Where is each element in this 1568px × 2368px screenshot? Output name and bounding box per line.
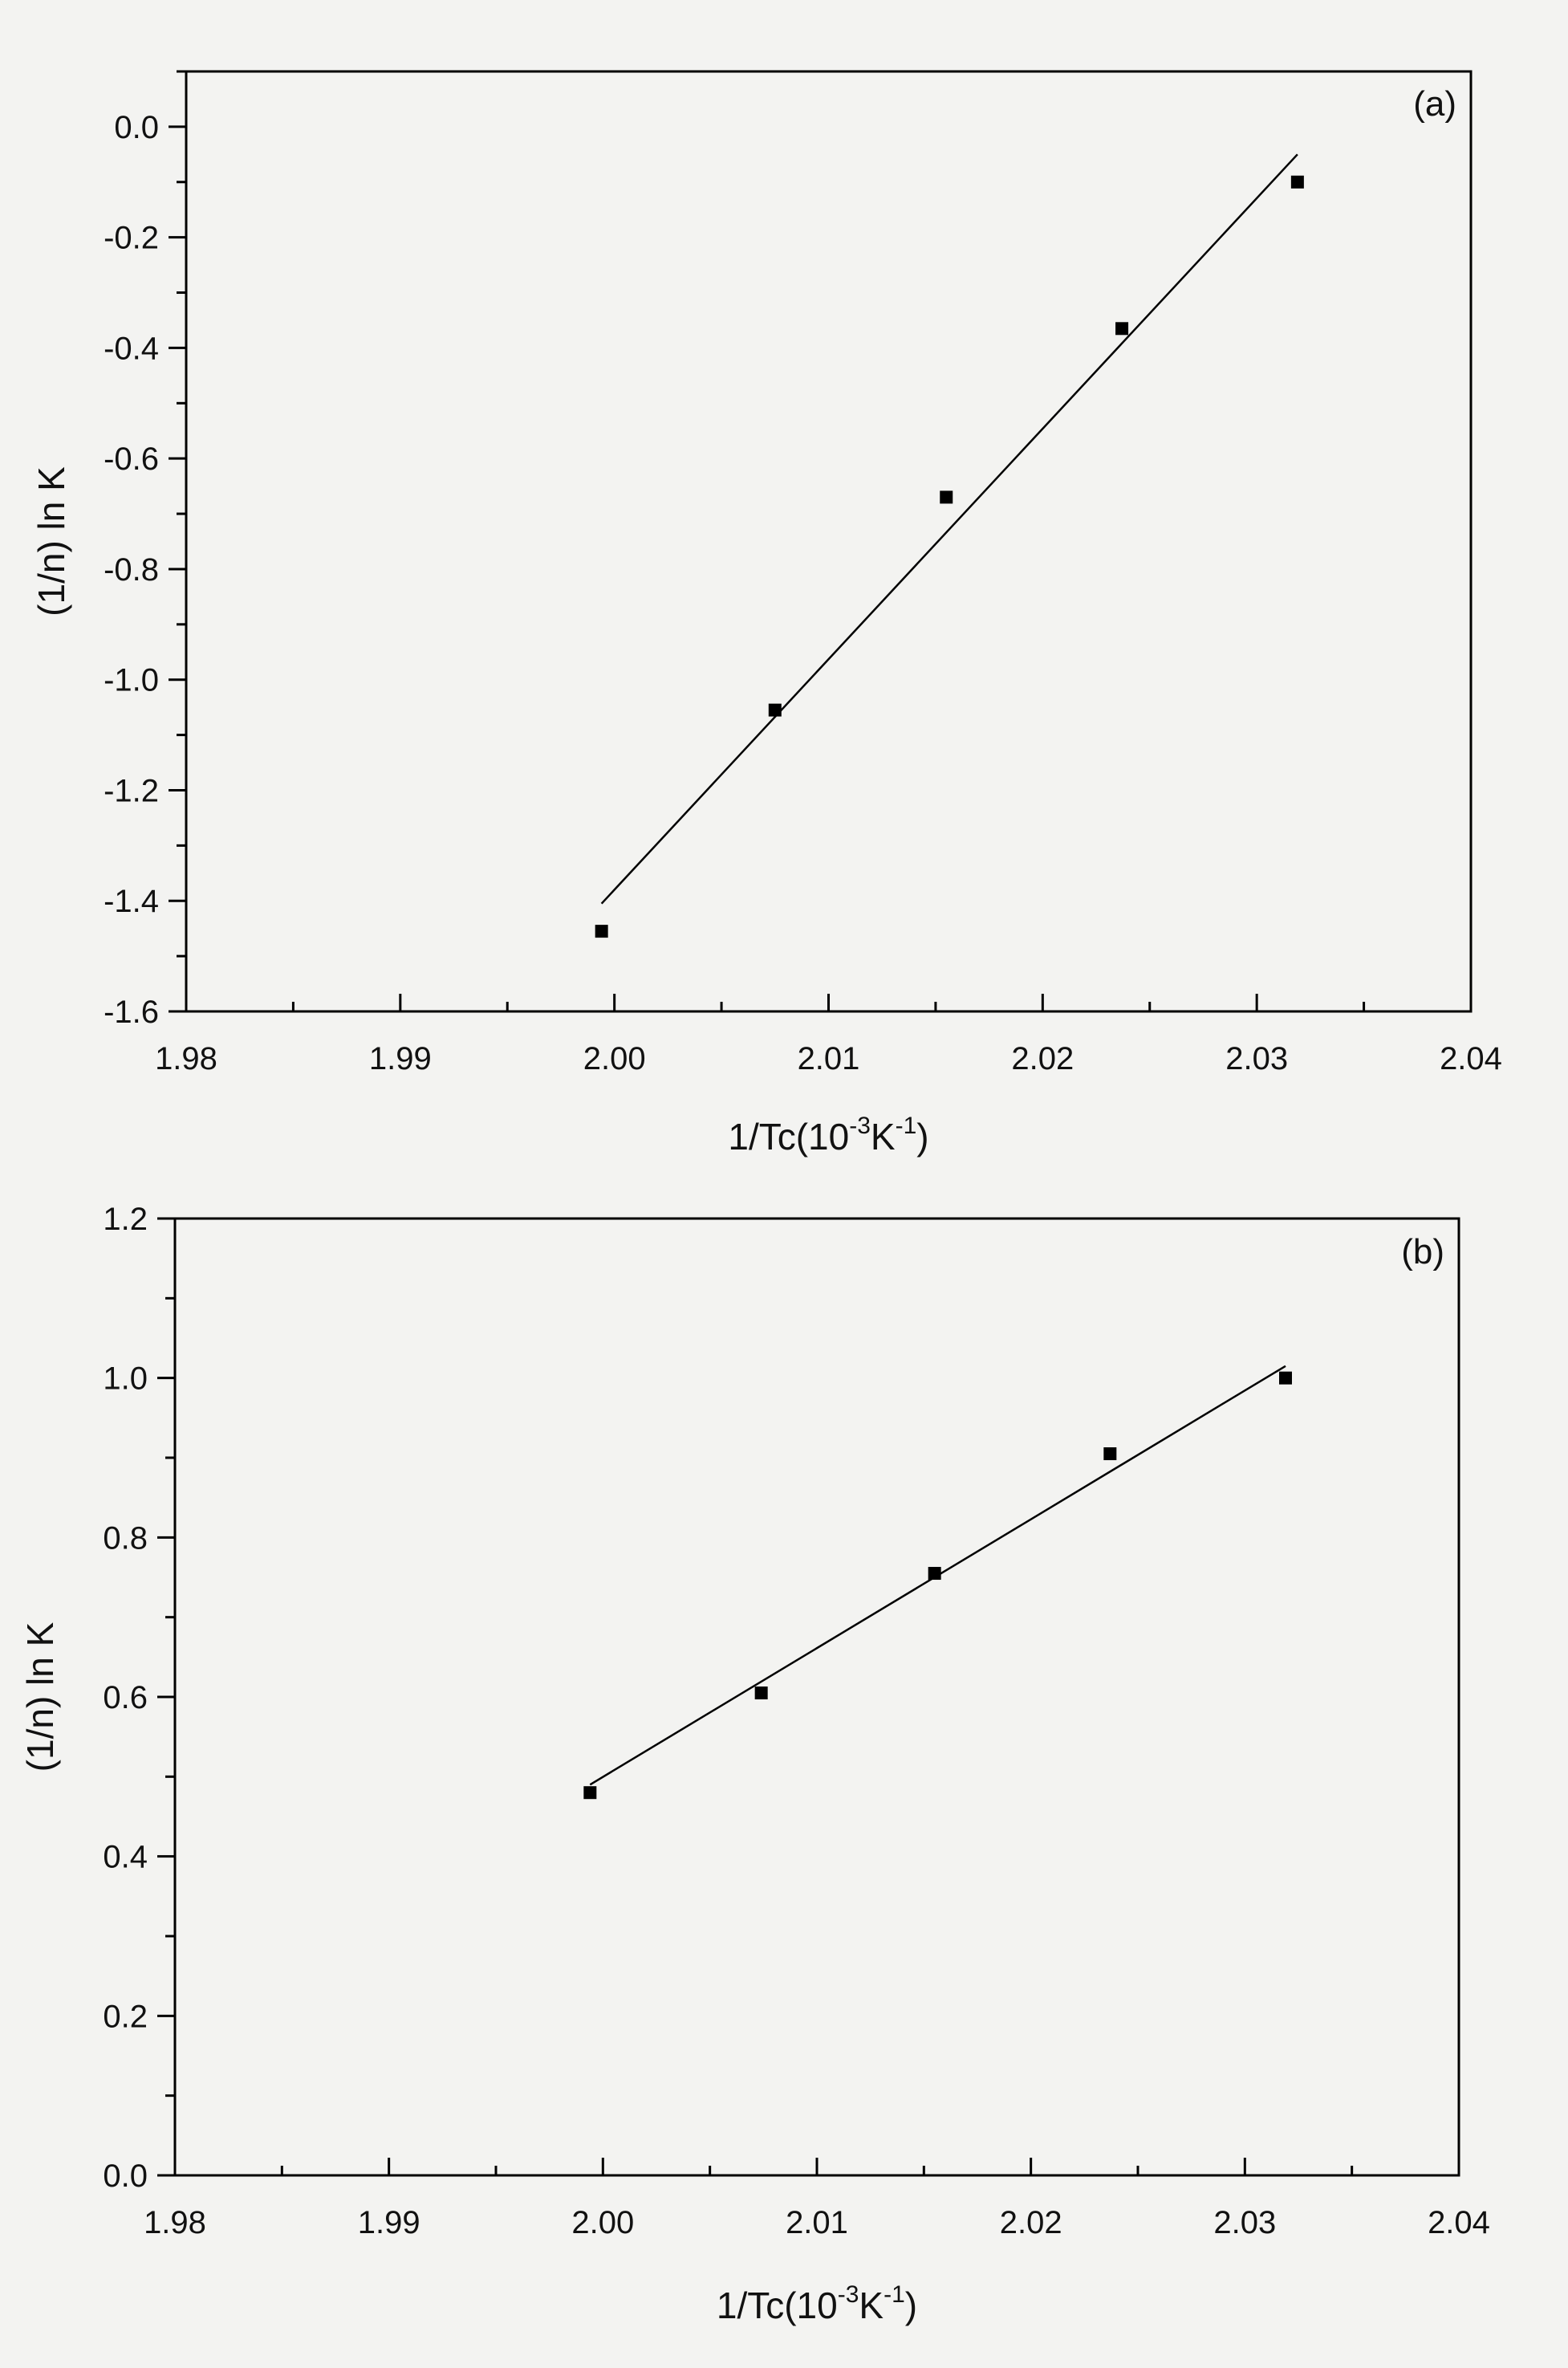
- x-tick-label: 1.99: [358, 2205, 420, 2240]
- y-tick-label: -1.2: [104, 773, 159, 808]
- y-axis-title: (1/n) ln K: [19, 1621, 61, 1772]
- y-tick-label: 0.0: [114, 110, 159, 145]
- x-tick-label: 1.98: [144, 2205, 206, 2240]
- y-axis-title: (1/n) ln K: [30, 466, 72, 616]
- y-tick-label: -0.8: [104, 552, 159, 588]
- x-tick-label: 2.02: [1000, 2205, 1062, 2240]
- x-tick-label: 2.01: [786, 2205, 848, 2240]
- y-tick-label: 0.4: [103, 1840, 148, 1875]
- x-tick-label: 2.04: [1440, 1041, 1502, 1076]
- data-point: [1103, 1447, 1117, 1461]
- y-tick-label: -0.6: [104, 441, 159, 477]
- x-tick-label: 2.04: [1428, 2205, 1490, 2240]
- y-tick-label: 0.2: [103, 1999, 148, 2034]
- x-tick-label: 2.01: [798, 1041, 860, 1076]
- y-tick-label: 1.2: [103, 1202, 148, 1237]
- data-point: [928, 1567, 941, 1581]
- data-point: [754, 1686, 768, 1700]
- panel-label: (b): [1401, 1232, 1444, 1271]
- x-tick-label: 1.99: [369, 1041, 432, 1076]
- y-tick-label: 0.8: [103, 1520, 148, 1556]
- y-tick-label: -0.2: [104, 221, 159, 256]
- x-tick-label: 2.02: [1011, 1041, 1074, 1076]
- x-axis-title: 1/Tc(10-3K-1): [717, 2281, 917, 2326]
- x-tick-label: 2.03: [1225, 1041, 1288, 1076]
- data-point: [583, 1786, 597, 1800]
- y-tick-label: -1.4: [104, 884, 159, 919]
- panel-a: 1.98 1.99 2.00 2.01 2.02 2.03 2.04 -1.6 -1.4 -1.2…: [30, 70, 1502, 1158]
- y-tick-label: -1.0: [104, 663, 159, 698]
- y-tick-label: -1.6: [104, 995, 159, 1030]
- panel-label: (a): [1413, 84, 1456, 124]
- x-tick-label: 2.00: [583, 1041, 646, 1076]
- fit-line: [600, 153, 1298, 905]
- panel-b: 1.98 1.99 2.00 2.01 2.02 2.03 2.04 0.0 0.2 0.4 0.6…: [19, 1202, 1490, 2326]
- y-tick-label: 1.0: [103, 1361, 148, 1397]
- x-axis-title: 1/Tc(10-3K-1): [728, 1113, 928, 1158]
- y-tick-label: -0.4: [104, 331, 159, 366]
- x-tick-label: 2.00: [571, 2205, 634, 2240]
- y-tick-label: 0.6: [103, 1680, 148, 1715]
- plot-frame: [185, 70, 1473, 1013]
- data-point: [1279, 1371, 1292, 1385]
- data-point: [1290, 175, 1304, 189]
- y-tick-label: 0.0: [103, 2158, 148, 2194]
- data-point: [1115, 322, 1129, 336]
- x-tick-label: 1.98: [155, 1041, 217, 1076]
- data-point: [595, 925, 608, 938]
- plot-frame: [173, 1217, 1460, 2177]
- data-point: [940, 490, 953, 504]
- data-point: [768, 703, 782, 717]
- x-tick-label: 2.03: [1213, 2205, 1276, 2240]
